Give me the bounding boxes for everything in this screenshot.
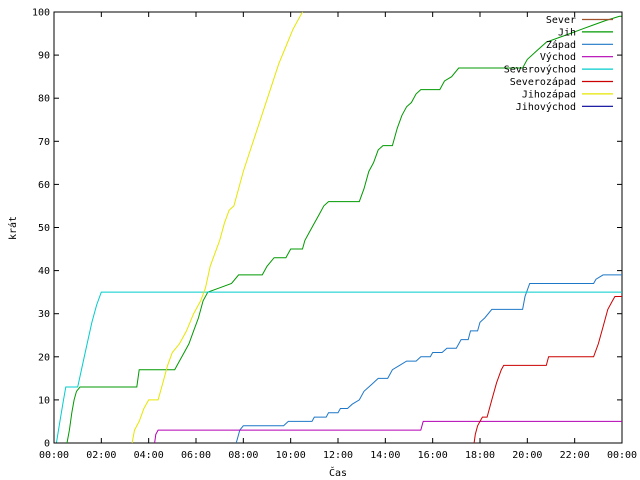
series-layer [55, 11, 622, 444]
x-tick-label: 18:00 [465, 450, 495, 461]
x-tick-label: 00:00 [39, 450, 69, 461]
y-tick-label: 90 [38, 51, 50, 62]
series-line-1 [66, 15, 622, 444]
series-line-2 [235, 274, 622, 444]
legend-label: Západ [546, 39, 576, 51]
x-tick-label: 22:00 [560, 450, 590, 461]
y-tick-label: 0 [44, 439, 50, 450]
y-tick-label: 100 [32, 8, 50, 19]
x-tick-label: 00:00 [607, 450, 637, 461]
y-tick-label: 50 [38, 223, 50, 234]
x-tick-label: 12:00 [323, 450, 353, 461]
legend-label: Východ [540, 51, 576, 63]
x-tick-label: 04:00 [134, 450, 164, 461]
series-line-3 [154, 420, 622, 444]
y-tick-label: 10 [38, 395, 50, 406]
x-tick-label: 06:00 [181, 450, 211, 461]
axes: 0 10 20 30 40 50 60 70 80 90 100 00:00 02:00 04:00 06:… [32, 8, 637, 462]
y-tick-label: 40 [38, 266, 50, 277]
x-tick-label: 02:00 [86, 450, 116, 461]
series-line-4 [55, 291, 622, 444]
y-tick-label: 60 [38, 180, 50, 191]
legend-label: Jihovýchod [516, 101, 576, 113]
x-axis-label: Čas [329, 466, 347, 479]
x-tick-label: 14:00 [370, 450, 400, 461]
y-tick-label: 20 [38, 352, 50, 363]
legend-label: Sever [546, 15, 576, 26]
legend-label: Severovýchod [504, 64, 576, 76]
y-tick-label: 70 [38, 137, 50, 148]
x-tick-label: 08:00 [228, 450, 258, 461]
y-tick-label: 30 [38, 309, 50, 320]
x-tick-label: 20:00 [512, 450, 542, 461]
legend-label: Jihozápad [522, 88, 576, 100]
legend-label: Severozápad [510, 76, 576, 88]
y-axis-label: krát [7, 216, 19, 240]
legend-label: Jih [558, 27, 576, 38]
series-line-5 [473, 296, 622, 444]
x-tick-label: 16:00 [418, 450, 448, 461]
y-tick-label: 80 [38, 94, 50, 105]
x-tick-label: 10:00 [276, 450, 306, 461]
series-line-6 [131, 11, 303, 444]
legend: SeverJihZápadVýchodSeverovýchodSeverozáp… [504, 15, 613, 113]
